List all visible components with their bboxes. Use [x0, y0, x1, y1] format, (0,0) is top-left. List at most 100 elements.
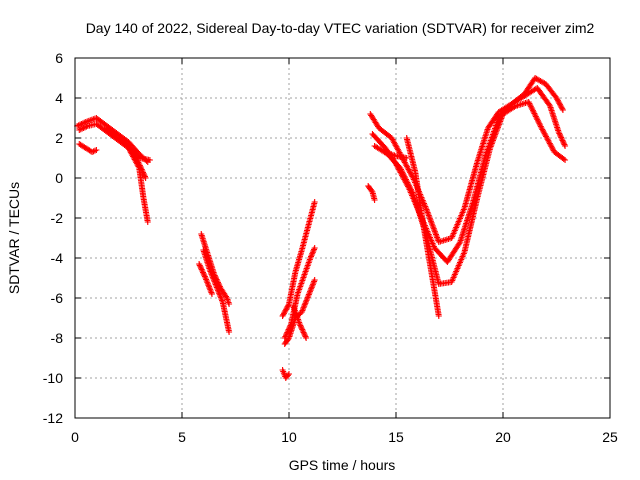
- data-point: [137, 163, 144, 170]
- data-point: [80, 125, 87, 131]
- data-point: [81, 119, 88, 126]
- data-point: [530, 109, 537, 116]
- data-point: [405, 182, 412, 189]
- data-point: [534, 116, 541, 123]
- data-point: [77, 126, 84, 133]
- series-track-d4: [371, 99, 569, 287]
- data-point: [560, 156, 567, 162]
- x-axis-label: GPS time / hours: [289, 457, 396, 473]
- y-tick-label: 6: [55, 50, 63, 66]
- data-point: [532, 112, 539, 118]
- data-point: [75, 122, 82, 129]
- data-point: [299, 328, 306, 334]
- data-point: [297, 323, 304, 330]
- data-point: [140, 170, 147, 177]
- data-point: [197, 263, 204, 270]
- data-point: [555, 129, 562, 135]
- axis-ticks: [74, 57, 611, 419]
- series-track-c2: [279, 199, 318, 319]
- data-point: [537, 122, 544, 129]
- data-point: [83, 123, 90, 130]
- series-track-c4: [281, 277, 318, 347]
- data-point: [299, 326, 306, 333]
- data-point: [556, 130, 563, 137]
- series-track-c1: [279, 367, 292, 381]
- data-point: [310, 247, 317, 254]
- series-track-d2: [367, 75, 566, 245]
- data-point: [562, 157, 569, 163]
- data-point: [300, 329, 307, 336]
- data-point: [559, 107, 566, 113]
- data-point: [311, 246, 318, 253]
- x-tick-label: 25: [602, 429, 618, 445]
- data-point: [535, 119, 542, 126]
- data-point: [285, 336, 292, 343]
- y-tick-labels: -12 -10 -8 -6 -4 -2 0 2 4 6: [43, 50, 63, 426]
- data-point: [397, 166, 404, 173]
- series-track-c5: [290, 303, 310, 341]
- data-point: [557, 101, 564, 108]
- series-track-a5: [121, 139, 149, 181]
- data-point: [553, 95, 560, 101]
- data-point: [526, 100, 533, 107]
- data-point: [81, 124, 88, 131]
- chart-title: Day 140 of 2022, Sidereal Day-to-day VTE…: [86, 20, 595, 36]
- data-point: [138, 166, 145, 173]
- data-point: [399, 169, 406, 176]
- data-point: [556, 131, 563, 138]
- data-point: [140, 169, 147, 176]
- x-tick-label: 20: [495, 429, 511, 445]
- data-point: [296, 321, 303, 327]
- data-point: [527, 101, 534, 108]
- data-point: [90, 148, 97, 155]
- data-point: [402, 175, 409, 182]
- data-point: [404, 179, 411, 186]
- data-point: [554, 97, 561, 104]
- data-point: [525, 99, 532, 105]
- data-point: [298, 325, 305, 332]
- x-tick-label: 0: [71, 429, 79, 445]
- data-point: [136, 162, 143, 169]
- data-point: [528, 104, 535, 111]
- data-point: [78, 121, 85, 127]
- data-point: [136, 161, 143, 167]
- data-point: [309, 249, 316, 256]
- data-point: [398, 167, 405, 174]
- data-point: [79, 125, 86, 132]
- series-track-d1: [365, 183, 378, 203]
- data-point: [561, 141, 568, 148]
- data-point: [534, 117, 541, 124]
- data-point: [402, 176, 409, 183]
- data-point: [407, 186, 414, 193]
- series-track-b1: [198, 231, 233, 307]
- data-point: [297, 322, 304, 329]
- data-point: [284, 372, 291, 379]
- data-point: [560, 140, 567, 147]
- data-point: [557, 133, 564, 140]
- data-point: [409, 189, 416, 196]
- data-point: [529, 106, 536, 113]
- data-point: [302, 333, 309, 340]
- data-point: [208, 291, 215, 297]
- data-point: [89, 149, 96, 155]
- data-point: [456, 240, 463, 247]
- data-point: [199, 268, 206, 274]
- data-point: [146, 157, 153, 163]
- data-point: [400, 172, 407, 179]
- data-point: [309, 250, 316, 257]
- y-tick-label: 4: [55, 90, 63, 106]
- y-tick-label: -8: [51, 330, 64, 346]
- data-point: [76, 127, 83, 133]
- y-tick-label: -4: [51, 250, 64, 266]
- plot-frame: [74, 57, 611, 419]
- data-point: [279, 313, 286, 319]
- x-tick-label: 5: [178, 429, 186, 445]
- series-track-d5: [403, 135, 442, 319]
- data-point: [533, 114, 540, 121]
- y-tick-label: -6: [51, 290, 64, 306]
- data-point: [76, 121, 83, 128]
- data-point: [400, 170, 407, 177]
- data-point: [555, 99, 562, 105]
- data-point: [408, 188, 415, 195]
